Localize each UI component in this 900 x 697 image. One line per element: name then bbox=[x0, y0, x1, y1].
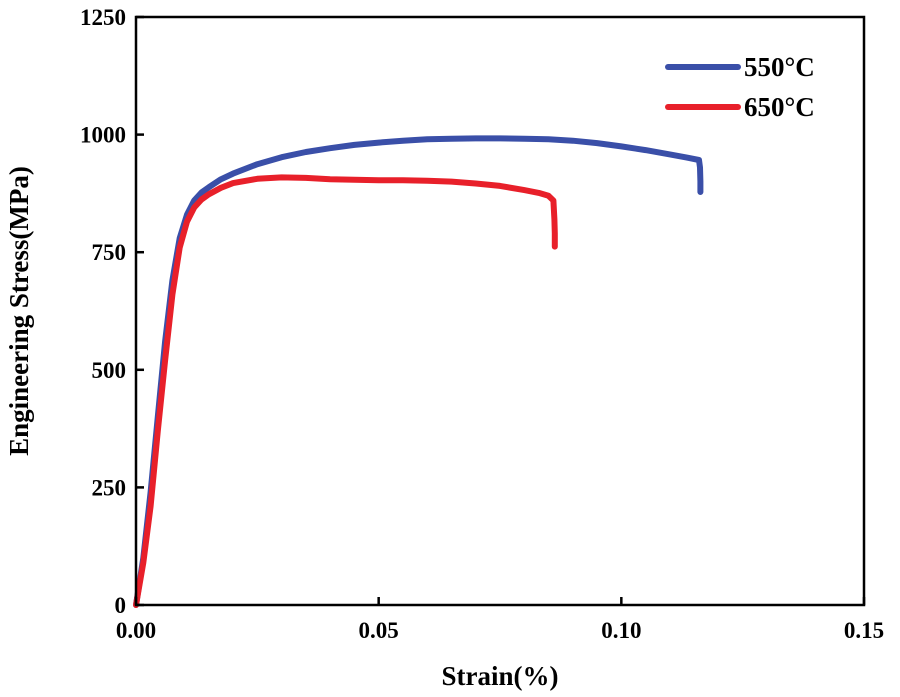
y-tick-label: 250 bbox=[92, 475, 127, 500]
x-axis-title: Strain(%) bbox=[442, 661, 559, 691]
legend-marker-550c bbox=[700, 64, 706, 70]
x-tick-label: 0.05 bbox=[359, 618, 399, 643]
legend-label-650c: 650°C bbox=[744, 92, 815, 122]
plot-frame bbox=[134, 15, 866, 607]
x-tick-label: 0.15 bbox=[844, 618, 884, 643]
legend-marker-650c bbox=[700, 104, 706, 110]
y-axis-title: Engineering Stress(MPa) bbox=[4, 166, 34, 456]
y-tick-label: 1000 bbox=[80, 123, 126, 148]
series-line-650c bbox=[133, 174, 558, 608]
x-tick-label: 0.00 bbox=[116, 618, 156, 643]
y-tick-label: 1250 bbox=[80, 5, 126, 30]
x-tick-label: 0.10 bbox=[601, 618, 641, 643]
y-tick-label: 0 bbox=[115, 593, 127, 618]
legend-label-550c: 550°C bbox=[744, 52, 815, 82]
y-tick-label: 750 bbox=[92, 240, 127, 265]
legend: 550°C 650°C bbox=[665, 52, 815, 122]
series-line-550c bbox=[133, 135, 704, 608]
y-tick-label: 500 bbox=[92, 358, 127, 383]
